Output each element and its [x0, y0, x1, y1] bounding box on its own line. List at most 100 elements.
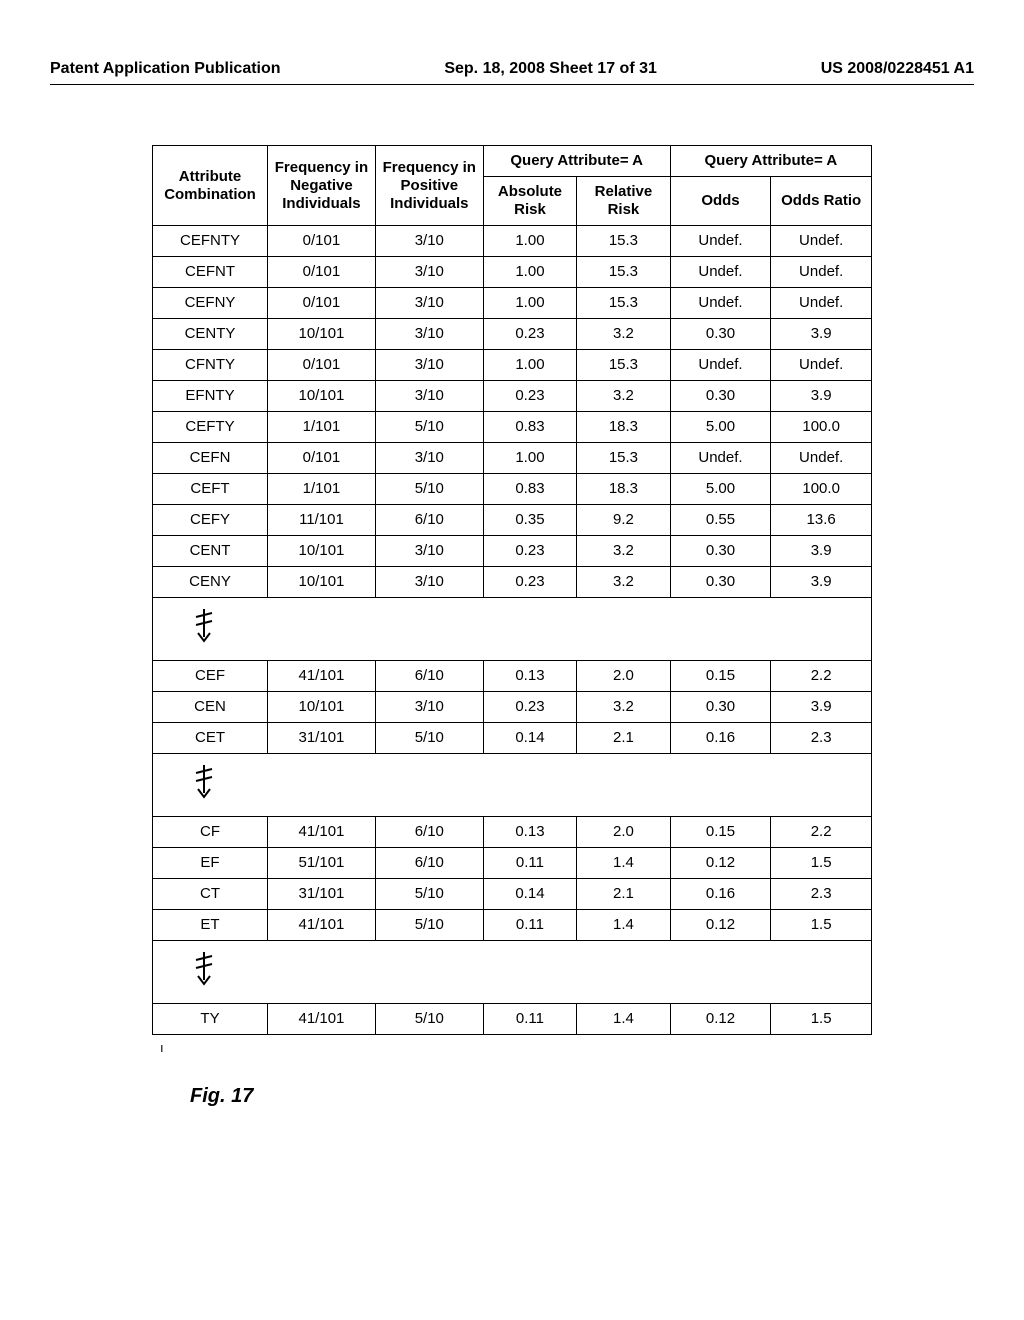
gap-cell [153, 754, 872, 817]
table-row: CEFTY1/1015/100.8318.35.00100.0 [153, 412, 872, 443]
table-cell: 5/10 [375, 474, 483, 505]
not-equal-arrow-icon [193, 763, 215, 804]
table-cell: 1.00 [483, 350, 576, 381]
table-row: CET31/1015/100.142.10.162.3 [153, 723, 872, 754]
table-cell: 0.30 [670, 567, 771, 598]
table-cell: 0.23 [483, 692, 576, 723]
figure-caption-row: ı Fig. 17 [50, 1035, 974, 1108]
table-cell: 0.16 [670, 723, 771, 754]
table-row: CT31/1015/100.142.10.162.3 [153, 879, 872, 910]
table-cell: 18.3 [577, 412, 670, 443]
table-cell: Undef. [771, 350, 872, 381]
table-cell: 13.6 [771, 505, 872, 536]
table-cell: 0.15 [670, 661, 771, 692]
table-cell: CEF [153, 661, 268, 692]
table-cell: 0.16 [670, 879, 771, 910]
table-cell: 3.9 [771, 692, 872, 723]
table-cell: Undef. [670, 226, 771, 257]
table-row: CEFNT0/1013/101.0015.3Undef.Undef. [153, 257, 872, 288]
gap-cell [153, 598, 872, 661]
table-cell: 0.30 [670, 381, 771, 412]
table-cell: 51/101 [268, 848, 376, 879]
header-left: Patent Application Publication [50, 60, 281, 78]
table-body: CEFNTY0/1013/101.0015.3Undef.Undef.CEFNT… [153, 226, 872, 1035]
table-row: CEFNY0/1013/101.0015.3Undef.Undef. [153, 288, 872, 319]
table-cell: 0.83 [483, 412, 576, 443]
table-row: CFNTY0/1013/101.0015.3Undef.Undef. [153, 350, 872, 381]
table-cell: 15.3 [577, 350, 670, 381]
table-cell: 3.9 [771, 567, 872, 598]
table-row: CEN10/1013/100.233.20.303.9 [153, 692, 872, 723]
table-cell: 0.30 [670, 319, 771, 350]
table-cell: 0.12 [670, 1004, 771, 1035]
table-cell: 6/10 [375, 817, 483, 848]
th-attr: Attribute Combination [153, 146, 268, 226]
table-cell: 3/10 [375, 350, 483, 381]
table-cell: 6/10 [375, 505, 483, 536]
not-equal-arrow-icon [193, 950, 215, 991]
header-center: Sep. 18, 2008 Sheet 17 of 31 [444, 60, 657, 78]
table-cell: 2.1 [577, 879, 670, 910]
table-cell: 10/101 [268, 567, 376, 598]
table-row: ET41/1015/100.111.40.121.5 [153, 910, 872, 941]
table-cell: Undef. [771, 443, 872, 474]
table-cell: 100.0 [771, 474, 872, 505]
table-cell: 0.55 [670, 505, 771, 536]
table-cell: 10/101 [268, 381, 376, 412]
table-cell: ET [153, 910, 268, 941]
table-cell: CEFTY [153, 412, 268, 443]
data-table: Attribute Combination Frequency in Negat… [152, 145, 872, 1035]
table-cell: 5.00 [670, 474, 771, 505]
table-cell: 3.2 [577, 567, 670, 598]
table-cell: 11/101 [268, 505, 376, 536]
table-cell: 1.4 [577, 848, 670, 879]
table-cell: Undef. [670, 350, 771, 381]
table-cell: 0.11 [483, 1004, 576, 1035]
table-cell: 10/101 [268, 692, 376, 723]
table-cell: Undef. [771, 257, 872, 288]
table-cell: 15.3 [577, 257, 670, 288]
th-odds: Odds [670, 177, 771, 226]
table-cell: 3/10 [375, 257, 483, 288]
table-cell: 5/10 [375, 723, 483, 754]
table-cell: 0/101 [268, 288, 376, 319]
table-head: Attribute Combination Frequency in Negat… [153, 146, 872, 226]
table-cell: 0.23 [483, 319, 576, 350]
table-cell: 1.00 [483, 288, 576, 319]
table-row: CENT10/1013/100.233.20.303.9 [153, 536, 872, 567]
table-cell: 31/101 [268, 723, 376, 754]
th-rel: Relative Risk [577, 177, 670, 226]
table-cell: 2.2 [771, 817, 872, 848]
table-row: CEF41/1016/100.132.00.152.2 [153, 661, 872, 692]
table-cell: EF [153, 848, 268, 879]
table-cell: 2.1 [577, 723, 670, 754]
gap-row [153, 941, 872, 1004]
table-cell: 41/101 [268, 1004, 376, 1035]
table-cell: 2.0 [577, 661, 670, 692]
table-cell: 0/101 [268, 350, 376, 381]
th-neg: Frequency in Negative Individuals [268, 146, 376, 226]
table-cell: 3/10 [375, 226, 483, 257]
table-cell: Undef. [670, 257, 771, 288]
table-cell: 0.15 [670, 817, 771, 848]
table-cell: 0/101 [268, 257, 376, 288]
table-cell: 5.00 [670, 412, 771, 443]
table-cell: 100.0 [771, 412, 872, 443]
table-cell: 1.00 [483, 443, 576, 474]
table-cell: 0/101 [268, 443, 376, 474]
table-cell: 1.00 [483, 226, 576, 257]
table-cell: 2.2 [771, 661, 872, 692]
figure-label: Fig. 17 [190, 1085, 974, 1108]
table-row: CEFT1/1015/100.8318.35.00100.0 [153, 474, 872, 505]
subscript-mark: ı [160, 1040, 164, 1055]
table-cell: 3/10 [375, 567, 483, 598]
table-cell: 3.2 [577, 692, 670, 723]
table-cell: 2.3 [771, 723, 872, 754]
table-cell: 1.4 [577, 910, 670, 941]
table-container: Attribute Combination Frequency in Negat… [152, 145, 872, 1035]
table-cell: 0.83 [483, 474, 576, 505]
table-cell: CT [153, 879, 268, 910]
table-cell: 0.13 [483, 817, 576, 848]
table-cell: TY [153, 1004, 268, 1035]
table-cell: EFNTY [153, 381, 268, 412]
